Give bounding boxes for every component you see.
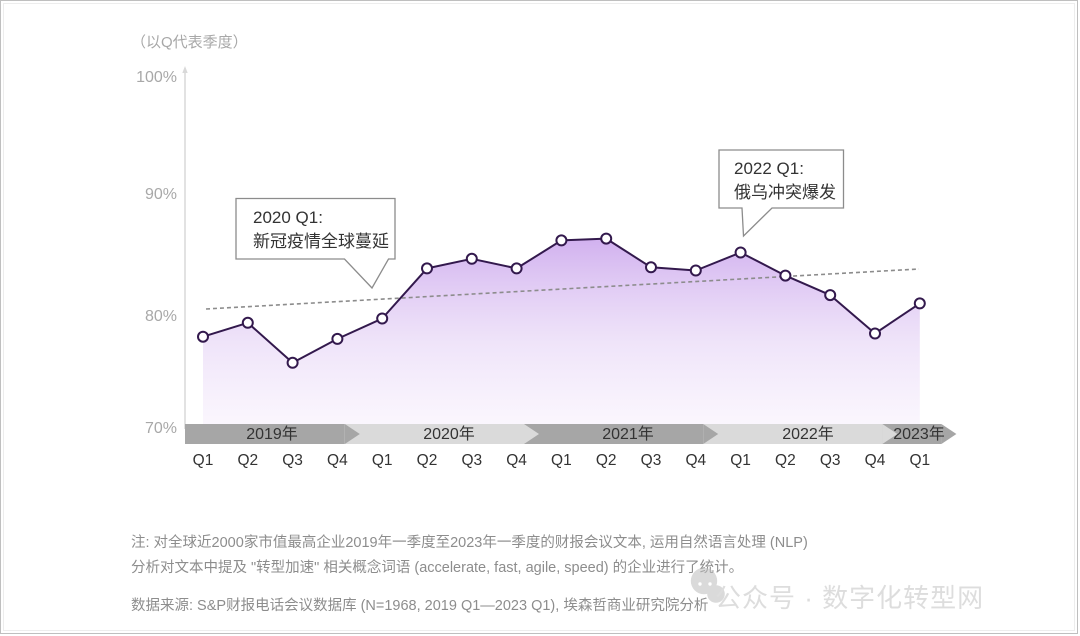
svg-text:公众号 · 数字化转型网: 公众号 · 数字化转型网 (715, 583, 984, 613)
